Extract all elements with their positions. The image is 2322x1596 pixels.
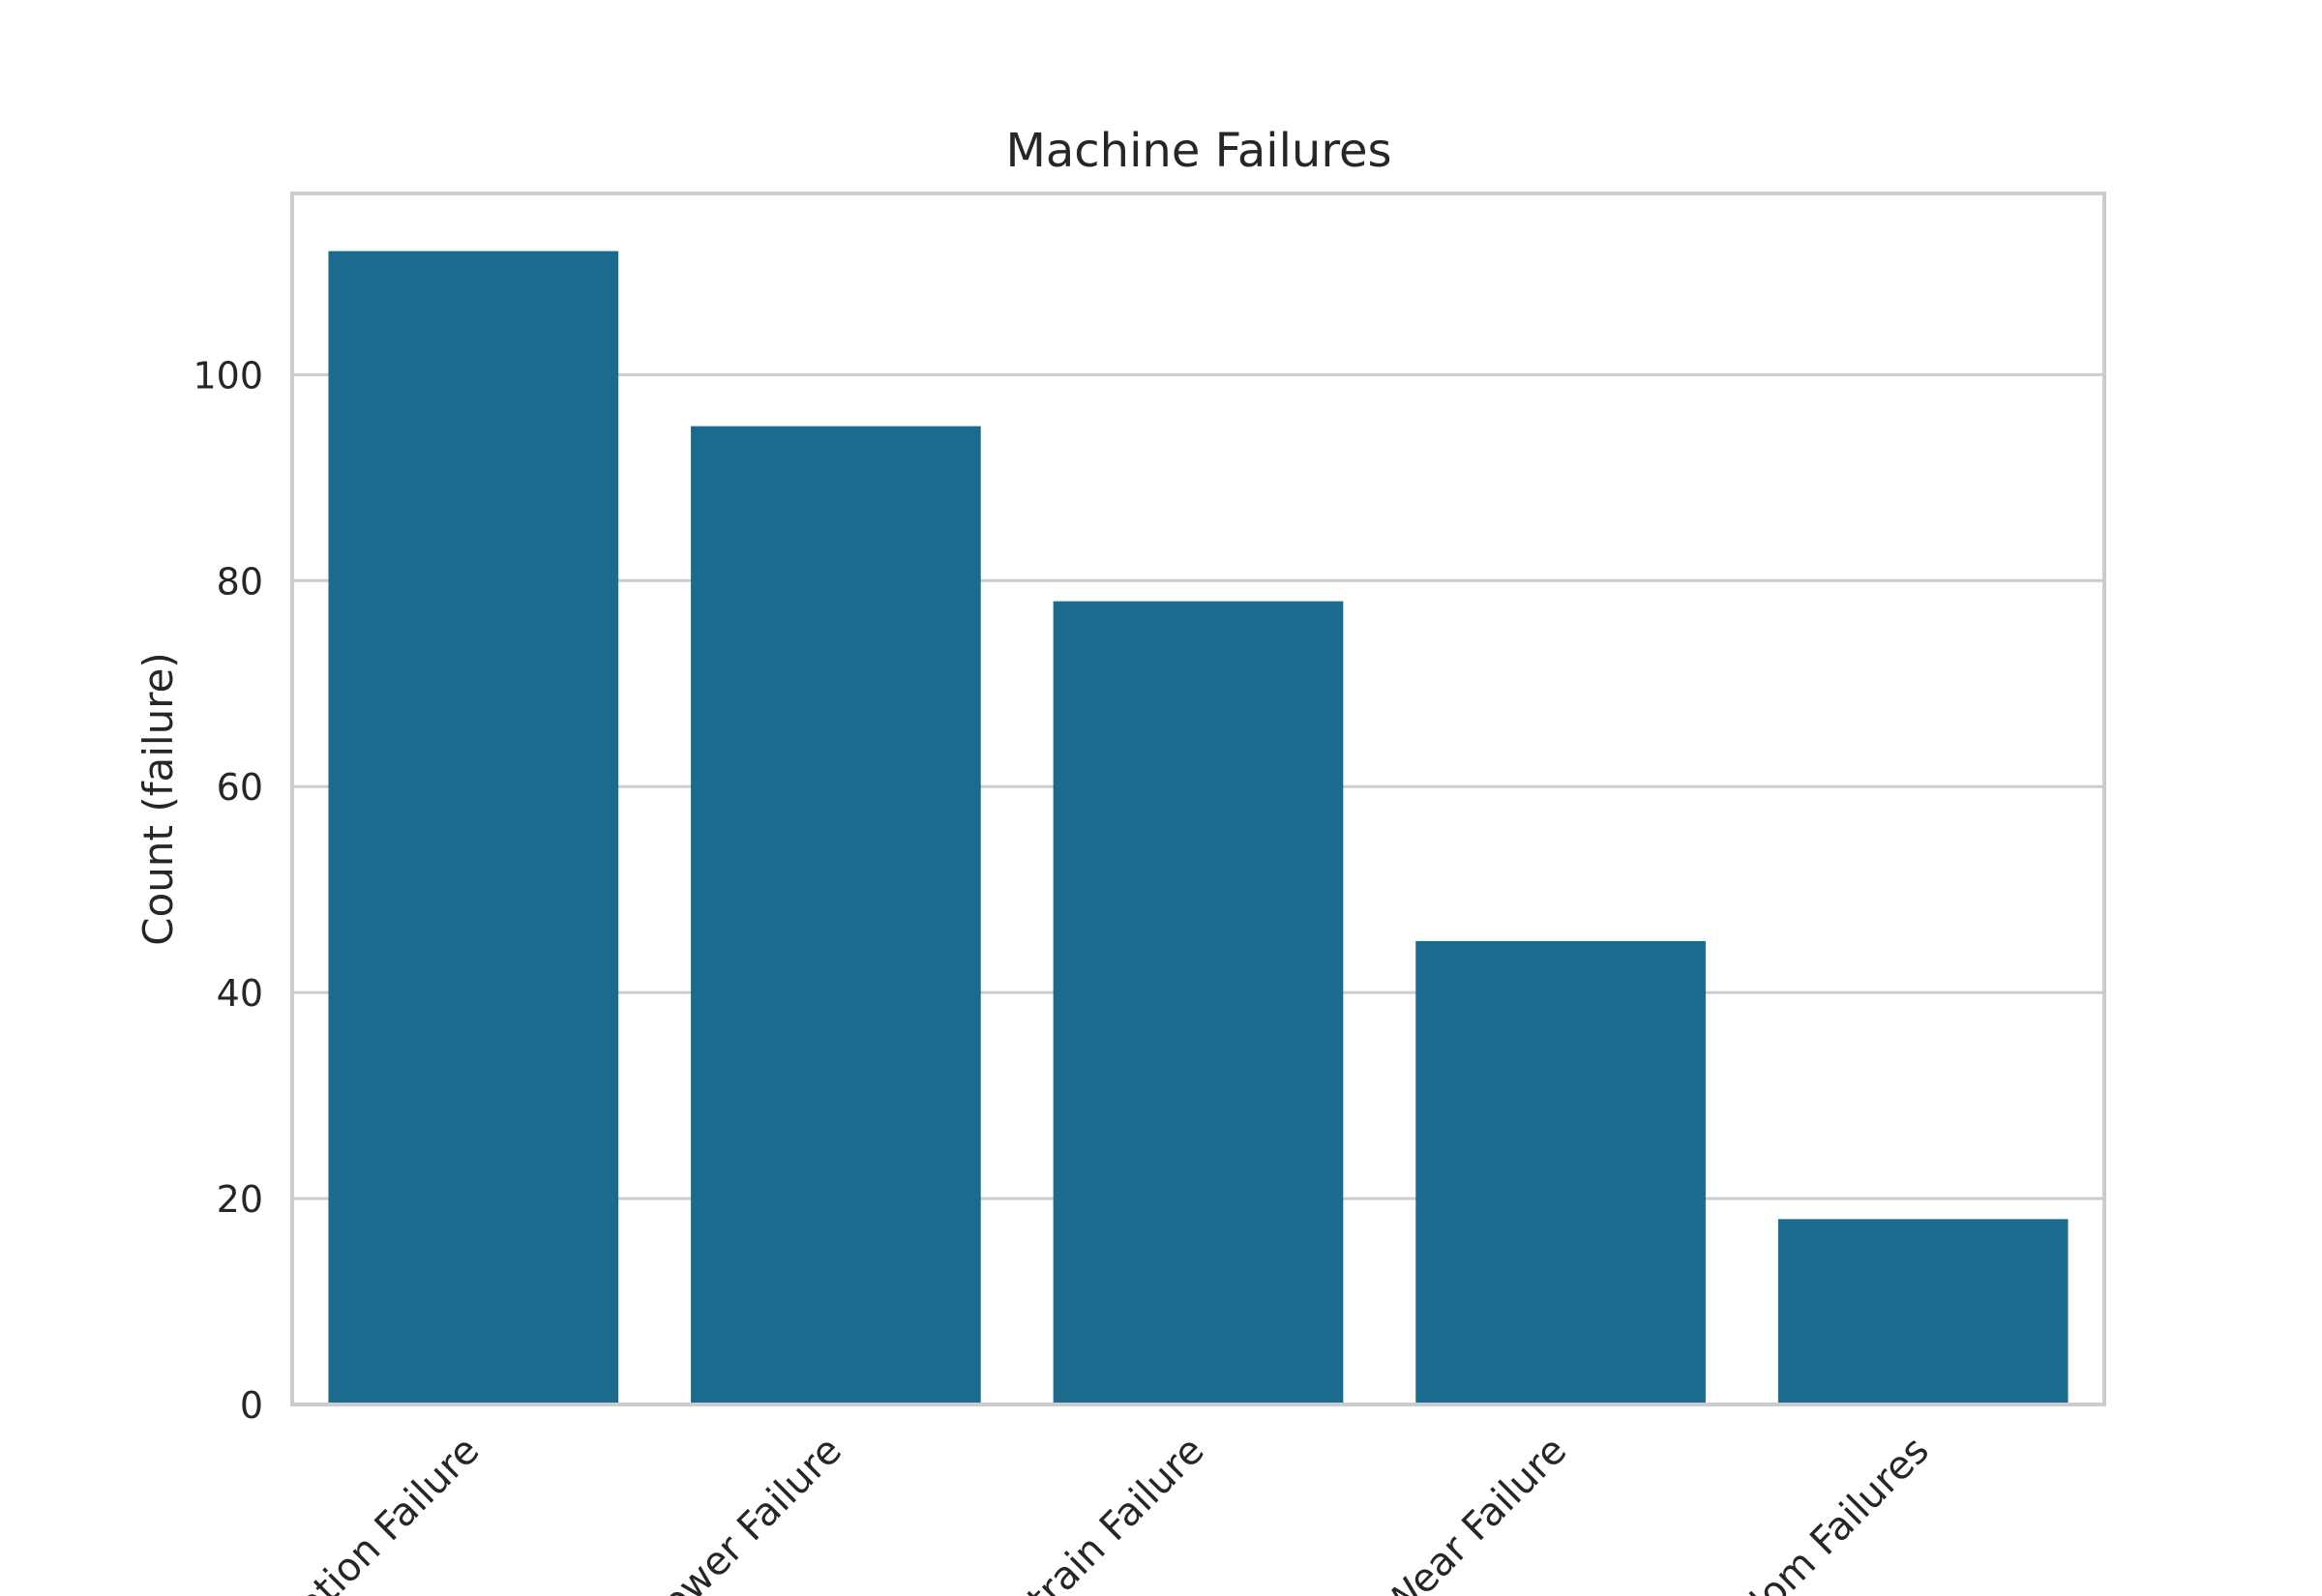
x-tick-labels: ation Failure Power Failure strain Failure… [288, 1429, 1937, 1596]
bar [328, 251, 619, 1405]
x-tick-label: Wear Failure [1375, 1429, 1575, 1596]
bar [691, 426, 981, 1404]
y-tick-label: 60 [217, 766, 263, 809]
y-tick-labels: 0 20 40 60 80 100 [193, 354, 263, 1427]
y-tick-label: 0 [240, 1384, 263, 1427]
bar [1053, 601, 1344, 1404]
x-tick-label: dom Failures [1733, 1429, 1938, 1596]
plot-frame [290, 192, 2106, 1406]
y-axis-label: Count (failure) [134, 652, 182, 946]
y-tick-label: 40 [217, 972, 263, 1015]
y-tick-label: 80 [217, 560, 263, 603]
chart-title: Machine Failures [1005, 124, 1391, 178]
bars [328, 251, 2069, 1405]
y-tick-label: 20 [217, 1178, 263, 1221]
x-tick-label: strain Failure [1004, 1429, 1212, 1596]
x-tick-label: Power Failure [638, 1429, 850, 1596]
bar [1777, 1219, 2069, 1404]
bar [1415, 940, 1706, 1404]
x-tick-label: ation Failure [288, 1429, 488, 1596]
y-tick-label: 100 [193, 354, 263, 397]
